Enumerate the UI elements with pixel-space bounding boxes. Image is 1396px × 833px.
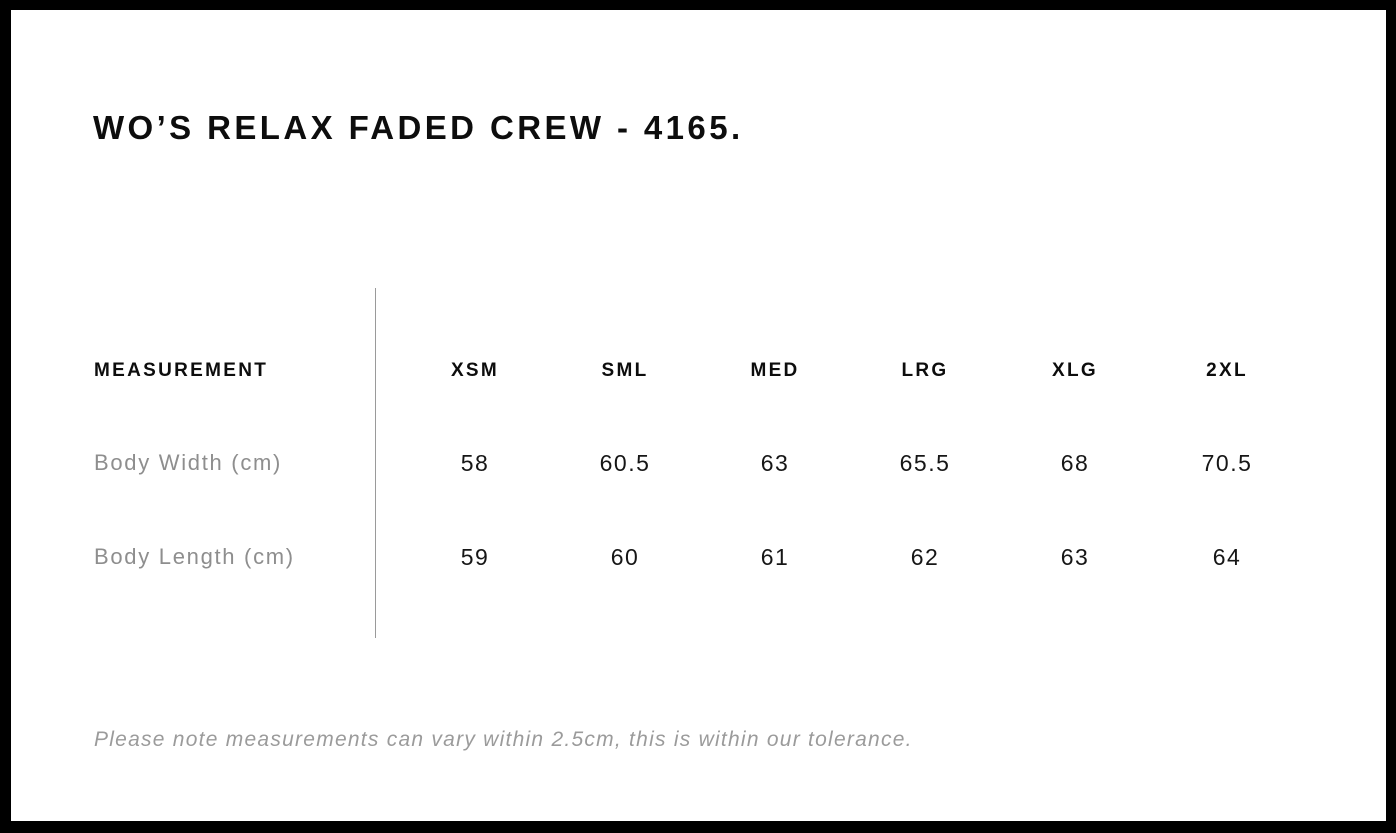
cell-body-width-lrg: 65.5 [899,450,951,476]
table-row: Body Length (cm) 59 60 61 62 63 64 [11,540,1386,574]
size-chart-body: WO’S RELAX FADED CREW - 4165. MEASUREMEN… [11,10,1386,821]
table-header-row: MEASUREMENT XSM SML MED LRG XLG 2XL [11,354,1386,388]
cell-body-length-2xl: 64 [1212,544,1242,570]
column-header-2xl: 2XL [1206,360,1248,381]
column-header-measurement: MEASUREMENT [94,360,269,381]
row-label-body-width: Body Width (cm) [94,450,283,475]
page-title: WO’S RELAX FADED CREW - 4165. [93,109,744,146]
cell-body-width-xlg: 68 [1060,450,1090,476]
cell-body-length-xsm: 59 [460,544,490,570]
tolerance-note: Please note measurements can vary within… [94,728,913,751]
column-header-med: MED [750,360,800,381]
cell-body-length-sml: 60 [610,544,640,570]
cell-body-length-xlg: 63 [1060,544,1090,570]
row-label-body-length: Body Length (cm) [94,544,295,569]
column-header-lrg: LRG [901,360,949,381]
column-header-xsm: XSM [450,360,500,381]
column-divider [375,288,376,638]
cell-body-length-med: 61 [760,544,790,570]
column-header-sml: SML [601,360,649,381]
table-row: Body Width (cm) 58 60.5 63 65.5 68 70.5 [11,446,1386,480]
cell-body-width-med: 63 [760,450,790,476]
cell-body-width-xsm: 58 [460,450,490,476]
cell-body-length-lrg: 62 [910,544,940,570]
cell-body-width-2xl: 70.5 [1201,450,1253,476]
column-header-xlg: XLG [1052,360,1098,381]
cell-body-width-sml: 60.5 [599,450,651,476]
